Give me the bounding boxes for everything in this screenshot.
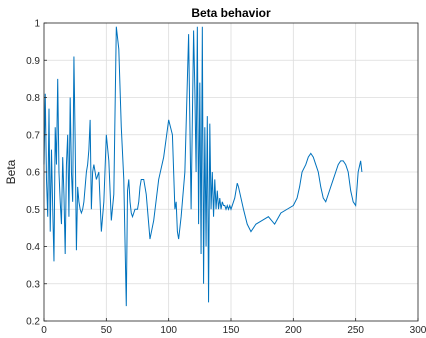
beta-series-line [43,26,363,307]
x-tick-label: 300 [410,325,426,336]
y-axis-label: Beta [4,159,18,184]
y-tick-label: 1 [34,19,40,30]
plot-area [43,26,363,307]
y-tick-label: 0.5 [26,205,40,216]
y-tick-label: 0.3 [26,279,40,290]
tick-marks [43,22,419,322]
x-tick-label: 250 [347,325,364,336]
y-tick-label: 0.6 [26,168,40,179]
chart-title: Beta behavior [191,6,271,20]
y-tick-label: 0.9 [26,56,40,67]
y-tick-label: 0.8 [26,93,40,104]
y-tick-label: 0.2 [26,317,40,328]
x-tick-label: 200 [285,325,302,336]
x-tick-label: 100 [160,325,177,336]
y-tick-label: 0.7 [26,130,40,141]
y-tick-label: 0.4 [26,242,40,253]
y-tick-labels: 0.2 0.3 0.4 0.5 0.6 0.7 0.8 0.9 1 [26,19,40,328]
x-tick-label: 150 [223,325,240,336]
x-tick-label: 0 [41,325,47,336]
x-tick-label: 50 [101,325,113,336]
x-tick-labels: 0 50 100 150 200 250 300 [41,325,426,336]
